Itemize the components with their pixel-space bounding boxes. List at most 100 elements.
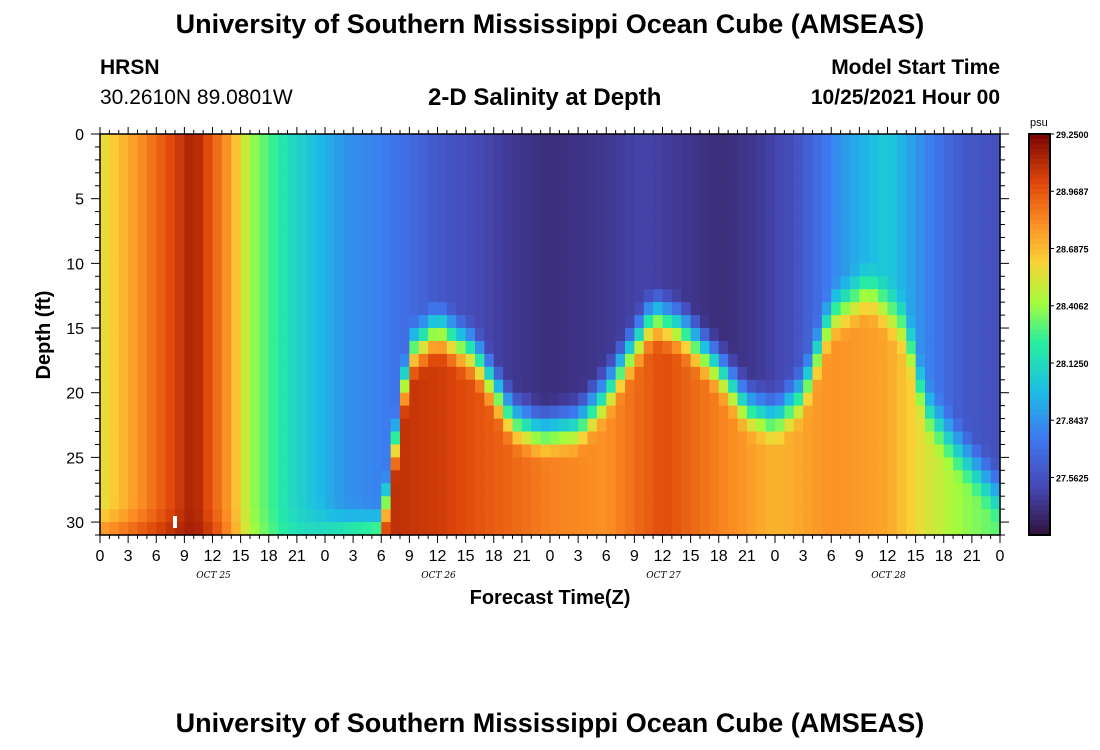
- heatmap-cell: [625, 315, 635, 329]
- heatmap-cell: [690, 444, 701, 458]
- heatmap-cell: [728, 496, 739, 510]
- heatmap-cell: [531, 353, 542, 368]
- heatmap-cell: [746, 263, 757, 277]
- heatmap-cell: [925, 198, 935, 213]
- heatmap-cell: [690, 315, 701, 329]
- heatmap-cell: [109, 198, 120, 213]
- heatmap-cell: [193, 340, 204, 355]
- heatmap-cell: [915, 198, 926, 213]
- heatmap-cell: [784, 353, 795, 368]
- heatmap-cell: [906, 172, 917, 187]
- heatmap-cell: [915, 405, 926, 420]
- heatmap-cell: [709, 470, 720, 484]
- heatmap-cell: [765, 366, 776, 381]
- heatmap-cell: [953, 405, 964, 420]
- heatmap-cell: [259, 496, 270, 510]
- heatmap-cell: [193, 185, 204, 200]
- heatmap-cell: [371, 263, 382, 277]
- heatmap-cell: [737, 353, 748, 368]
- heatmap-cell: [878, 379, 889, 394]
- heatmap-cell: [550, 405, 560, 420]
- heatmap-cell: [418, 366, 429, 381]
- heatmap-cell: [428, 405, 439, 420]
- heatmap-cell: [718, 198, 729, 213]
- colorbar-segment: [1029, 494, 1050, 501]
- heatmap-cell: [531, 263, 542, 277]
- heatmap-cell: [371, 483, 382, 497]
- heatmap-cell: [690, 159, 701, 174]
- heatmap-cell: [700, 509, 710, 523]
- heatmap-cell: [175, 224, 185, 239]
- heatmap-cell: [831, 340, 842, 355]
- heatmap-cell: [446, 353, 457, 368]
- heatmap-cell: [465, 276, 476, 290]
- heatmap-cell: [925, 509, 935, 523]
- heatmap-cell: [850, 366, 860, 381]
- heatmap-cell: [765, 353, 776, 368]
- heatmap-cell: [400, 211, 410, 226]
- heatmap-cell: [193, 353, 204, 368]
- heatmap-cell: [700, 146, 710, 161]
- heatmap-cell: [325, 470, 335, 484]
- heatmap-cell: [821, 302, 832, 316]
- heatmap-cell: [278, 483, 289, 497]
- heatmap-cell: [118, 276, 129, 290]
- heatmap-cell: [353, 444, 364, 458]
- heatmap-cell: [353, 353, 364, 368]
- heatmap-cell: [596, 198, 607, 213]
- heatmap-cell: [934, 496, 945, 510]
- heatmap-cell: [821, 509, 832, 523]
- colorbar-segment: [1029, 269, 1050, 275]
- heatmap-cell: [409, 457, 420, 471]
- heatmap-cell: [578, 198, 589, 213]
- heatmap-cell: [868, 263, 879, 277]
- heatmap-cell: [109, 366, 120, 381]
- heatmap-cell: [765, 276, 776, 290]
- heatmap-cell: [315, 353, 326, 368]
- heatmap-cell: [615, 159, 626, 174]
- heatmap-cell: [175, 392, 185, 407]
- heatmap-cell: [850, 211, 860, 226]
- heatmap-cell: [175, 444, 185, 458]
- heatmap-cell: [990, 250, 1001, 264]
- heatmap-cell: [962, 134, 973, 148]
- heatmap-cell: [128, 211, 139, 226]
- heatmap-cell: [859, 172, 870, 187]
- heatmap-cell: [475, 276, 485, 290]
- heatmap-cell: [587, 276, 598, 290]
- heatmap-cell: [737, 483, 748, 497]
- colorbar-segment: [1029, 199, 1050, 205]
- heatmap-cell: [184, 340, 195, 355]
- heatmap-cell: [437, 237, 448, 252]
- heatmap-cell: [953, 340, 964, 355]
- heatmap-cell: [193, 379, 204, 394]
- y-tick-label: 5: [75, 192, 84, 209]
- heatmap-cell: [381, 211, 392, 226]
- heatmap-cell: [709, 315, 720, 329]
- heatmap-cell: [756, 496, 767, 510]
- heatmap-cell: [475, 496, 485, 510]
- heatmap-cell: [128, 444, 139, 458]
- heatmap-cell: [990, 159, 1001, 174]
- heatmap-cell: [643, 366, 654, 381]
- heatmap-cell: [484, 263, 495, 277]
- heatmap-cell: [146, 340, 157, 355]
- heatmap-cell: [240, 302, 251, 316]
- heatmap-cell: [887, 496, 898, 510]
- heatmap-cell: [887, 392, 898, 407]
- heatmap-cell: [400, 496, 410, 510]
- heatmap-cell: [203, 172, 214, 187]
- heatmap-cell: [475, 289, 485, 303]
- heatmap-cell: [625, 185, 635, 200]
- heatmap-cell: [437, 522, 448, 536]
- heatmap-cell: [109, 483, 120, 497]
- colorbar-segment: [1029, 334, 1050, 341]
- x-tick-label: 21: [738, 548, 756, 565]
- x-tick-label: 0: [546, 548, 555, 565]
- heatmap-cell: [634, 444, 645, 458]
- heatmap-cell: [315, 224, 326, 239]
- heatmap-cell: [737, 522, 748, 536]
- heatmap-cell: [681, 509, 692, 523]
- heatmap-cell: [156, 134, 167, 148]
- heatmap-cell: [296, 263, 307, 277]
